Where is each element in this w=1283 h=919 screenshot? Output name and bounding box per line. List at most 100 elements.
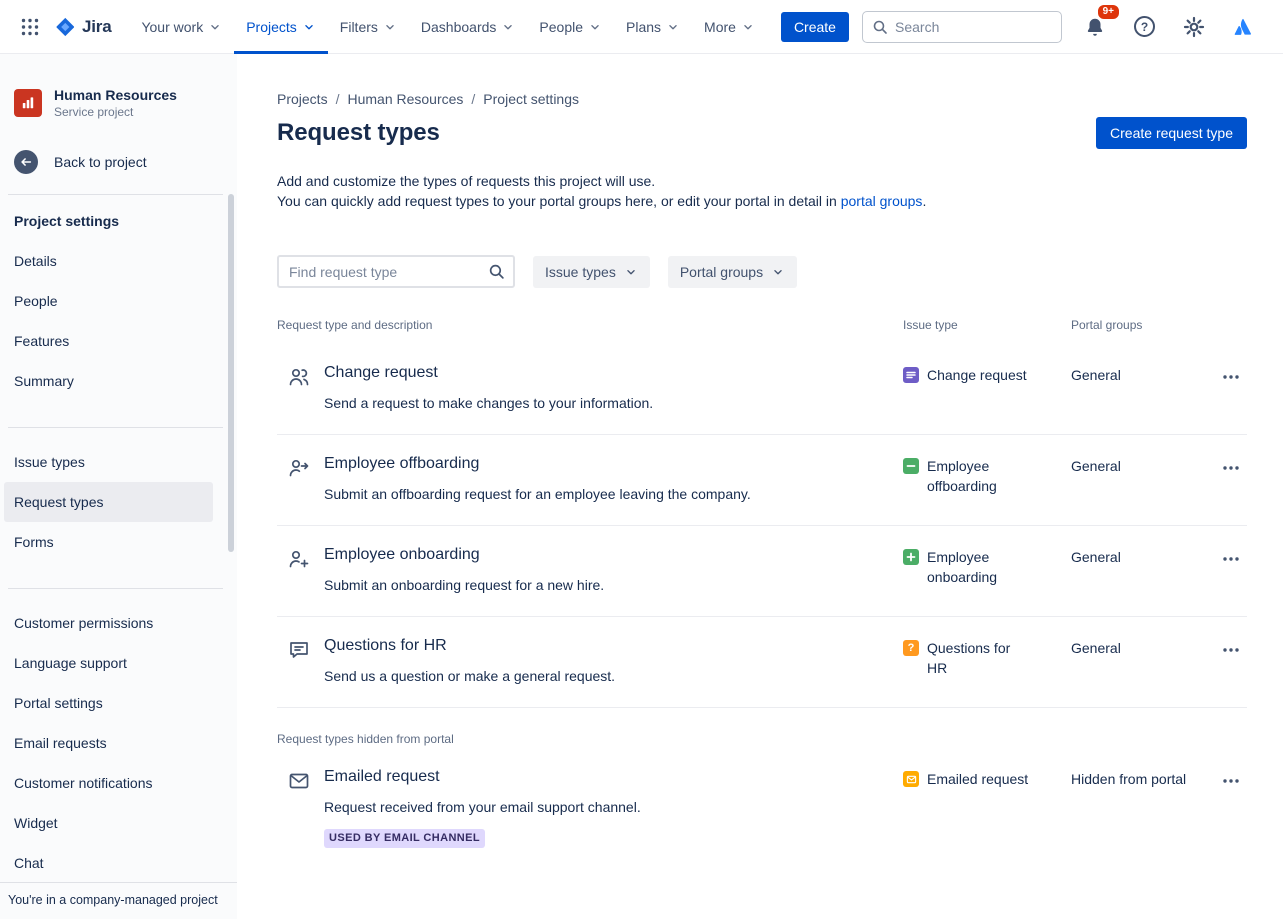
nav-item-projects[interactable]: Projects xyxy=(234,0,328,54)
more-actions-button[interactable] xyxy=(1215,767,1247,798)
topnav-right-actions: 9+ ? xyxy=(862,2,1259,44)
request-type-link[interactable]: Change request xyxy=(324,364,438,381)
issue-types-filter-dropdown[interactable]: Issue types xyxy=(533,255,650,288)
sidebar-item-customer-permissions[interactable]: Customer permissions xyxy=(14,615,154,631)
portal-group-value: General xyxy=(1071,640,1121,656)
table-row-questions-for-hr: Questions for HR Send us a question or m… xyxy=(277,617,1247,708)
request-type-link[interactable]: Questions for HR xyxy=(324,637,447,654)
nav-item-plans[interactable]: Plans xyxy=(614,0,692,54)
sidebar-item-chat[interactable]: Chat xyxy=(14,855,44,871)
nav-item-your-work[interactable]: Your work xyxy=(129,0,234,54)
request-type-description: Send us a question or make a general req… xyxy=(324,668,616,684)
request-type-description: Submit an onboarding request for a new h… xyxy=(324,577,605,593)
request-type-description: Submit an offboarding request for an emp… xyxy=(324,486,751,502)
table-header-row: Request type and description Issue type … xyxy=(277,318,1247,344)
sidebar-item-portal-settings[interactable]: Portal settings xyxy=(14,695,103,711)
request-type-link[interactable]: Employee onboarding xyxy=(324,546,480,563)
issue-type-label: Employee onboarding xyxy=(927,549,998,585)
sidebar-footer: You're in a company-managed project xyxy=(0,882,237,919)
more-actions-button[interactable] xyxy=(1215,636,1247,667)
portal-group-value: Hidden from portal xyxy=(1071,771,1187,787)
issue-type-label: Emailed request xyxy=(927,771,1029,787)
primary-navigation: Your work Projects Filters Dashboards Pe… xyxy=(129,0,766,54)
request-type-link[interactable]: Employee offboarding xyxy=(324,455,480,472)
column-header-request-type: Request type and description xyxy=(277,318,433,332)
jira-logo-text: Jira xyxy=(82,16,112,36)
breadcrumb-projects[interactable]: Projects xyxy=(277,91,328,107)
nav-item-people[interactable]: People xyxy=(527,0,614,54)
issue-type-label: Questions for HR xyxy=(927,640,1011,676)
more-horizontal-icon xyxy=(1223,779,1239,783)
global-search-input[interactable] xyxy=(862,10,1062,43)
more-actions-button[interactable] xyxy=(1215,454,1247,485)
find-request-type-input[interactable] xyxy=(277,255,515,288)
hidden-from-portal-section-label: Request types hidden from portal xyxy=(277,732,454,746)
project-header: Human Resources Service project xyxy=(0,86,237,120)
feedback-bubble-icon xyxy=(287,638,311,662)
global-search xyxy=(862,10,1062,43)
sidebar-item-customer-notifications[interactable]: Customer notifications xyxy=(14,775,153,791)
sidebar-divider xyxy=(8,194,223,195)
app-switcher-icon[interactable] xyxy=(14,11,46,43)
nav-item-label: Your work xyxy=(141,18,204,35)
more-horizontal-icon xyxy=(1223,466,1239,470)
notifications-button[interactable]: 9+ xyxy=(1078,2,1121,44)
sidebar-item-details[interactable]: Details xyxy=(14,253,57,269)
sidebar-item-request-types[interactable]: Request types xyxy=(4,482,213,522)
table-row-change-request: Change request Send a request to make ch… xyxy=(277,344,1247,435)
breadcrumb: Projects / Human Resources / Project set… xyxy=(277,91,1247,107)
bar-chart-icon xyxy=(22,97,34,109)
filter-bar: Issue types Portal groups xyxy=(277,255,1247,288)
sidebar-item-features[interactable]: Features xyxy=(14,333,70,349)
chevron-down-icon xyxy=(744,24,752,29)
issue-type-label: Employee offboarding xyxy=(927,458,997,494)
project-settings-sidebar: Human Resources Service project Back to … xyxy=(0,54,237,919)
nav-item-dashboards[interactable]: Dashboards xyxy=(409,0,528,54)
sidebar-item-language-support[interactable]: Language support xyxy=(14,655,127,671)
table-row-employee-offboarding: Employee offboarding Submit an offboardi… xyxy=(277,435,1247,526)
find-request-type-search xyxy=(277,255,515,288)
grid-icon xyxy=(21,18,39,35)
nav-item-filters[interactable]: Filters xyxy=(328,0,409,54)
create-request-type-button[interactable]: Create request type xyxy=(1096,117,1247,149)
breadcrumb-human-resources[interactable]: Human Resources xyxy=(347,91,464,107)
project-type: Service project xyxy=(54,105,134,119)
column-header-portal-groups: Portal groups xyxy=(1071,318,1143,332)
back-to-project-label: Back to project xyxy=(54,154,147,170)
portal-group-value: General xyxy=(1071,458,1121,474)
sidebar-scrollbar[interactable] xyxy=(228,194,234,552)
help-icon: ? xyxy=(1134,16,1155,37)
settings-button[interactable] xyxy=(1177,10,1211,44)
breadcrumb-project-settings[interactable]: Project settings xyxy=(483,91,580,107)
nav-item-more[interactable]: More xyxy=(692,0,767,54)
sidebar-item-summary[interactable]: Summary xyxy=(14,373,74,389)
sidebar-group-general: Details People Features Summary xyxy=(0,235,237,407)
chevron-down-icon xyxy=(591,24,599,29)
atlassian-logo-button[interactable] xyxy=(1227,11,1259,43)
sidebar-item-email-requests[interactable]: Email requests xyxy=(14,735,107,751)
back-arrow-icon xyxy=(14,150,38,174)
more-horizontal-icon xyxy=(1223,375,1239,379)
sidebar-item-people[interactable]: People xyxy=(14,293,58,309)
portal-groups-filter-dropdown[interactable]: Portal groups xyxy=(667,255,798,288)
atlassian-logo-icon xyxy=(1234,18,1251,35)
more-actions-button[interactable] xyxy=(1215,545,1247,576)
request-type-description: Request received from your email support… xyxy=(324,799,641,815)
request-type-link[interactable]: Emailed request xyxy=(324,768,440,785)
sidebar-item-widget[interactable]: Widget xyxy=(14,815,58,831)
chevron-down-icon xyxy=(669,24,677,29)
portal-groups-link[interactable]: portal groups xyxy=(840,193,923,209)
sidebar-item-issue-types[interactable]: Issue types xyxy=(14,454,85,470)
chevron-down-icon xyxy=(774,269,782,274)
back-to-project[interactable]: Back to project xyxy=(0,150,237,174)
issue-type-icon-change-request xyxy=(903,367,919,383)
page-title: Request types xyxy=(277,119,440,146)
more-actions-button[interactable] xyxy=(1215,363,1247,394)
create-button[interactable]: Create xyxy=(780,11,849,42)
portal-group-value: General xyxy=(1071,549,1121,565)
sidebar-item-forms[interactable]: Forms xyxy=(14,534,54,550)
sidebar-heading: Project settings xyxy=(14,213,120,229)
jira-logo[interactable]: Jira xyxy=(54,16,112,38)
help-button[interactable]: ? xyxy=(1128,10,1161,43)
person-add-icon xyxy=(287,547,311,571)
